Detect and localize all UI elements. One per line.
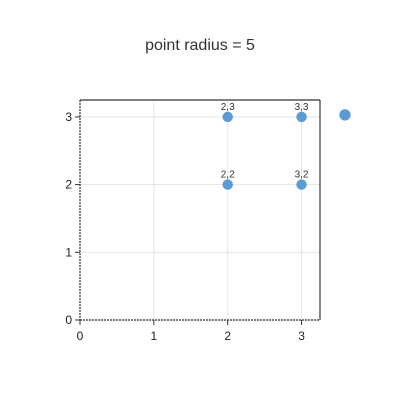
x-tick-label: 3 (298, 329, 305, 343)
y-tick-label: 2 (65, 178, 72, 192)
data-point (296, 179, 307, 190)
data-point-label: 2,3 (221, 102, 235, 113)
y-tick-label: 0 (65, 313, 72, 327)
chart-title: point radius = 5 (145, 37, 255, 54)
data-point-label: 3,3 (295, 102, 309, 113)
y-tick-label: 3 (65, 110, 72, 124)
data-point (222, 179, 233, 190)
x-tick-label: 0 (77, 329, 84, 343)
y-tick-label: 1 (65, 245, 72, 259)
data-point-label: 2,2 (221, 170, 235, 181)
data-point (296, 111, 307, 123)
x-tick-label: 1 (151, 329, 158, 343)
data-point-label: 3,2 (295, 170, 309, 181)
legend-marker (339, 109, 351, 121)
x-tick-label: 2 (224, 329, 231, 343)
data-point (222, 111, 233, 123)
